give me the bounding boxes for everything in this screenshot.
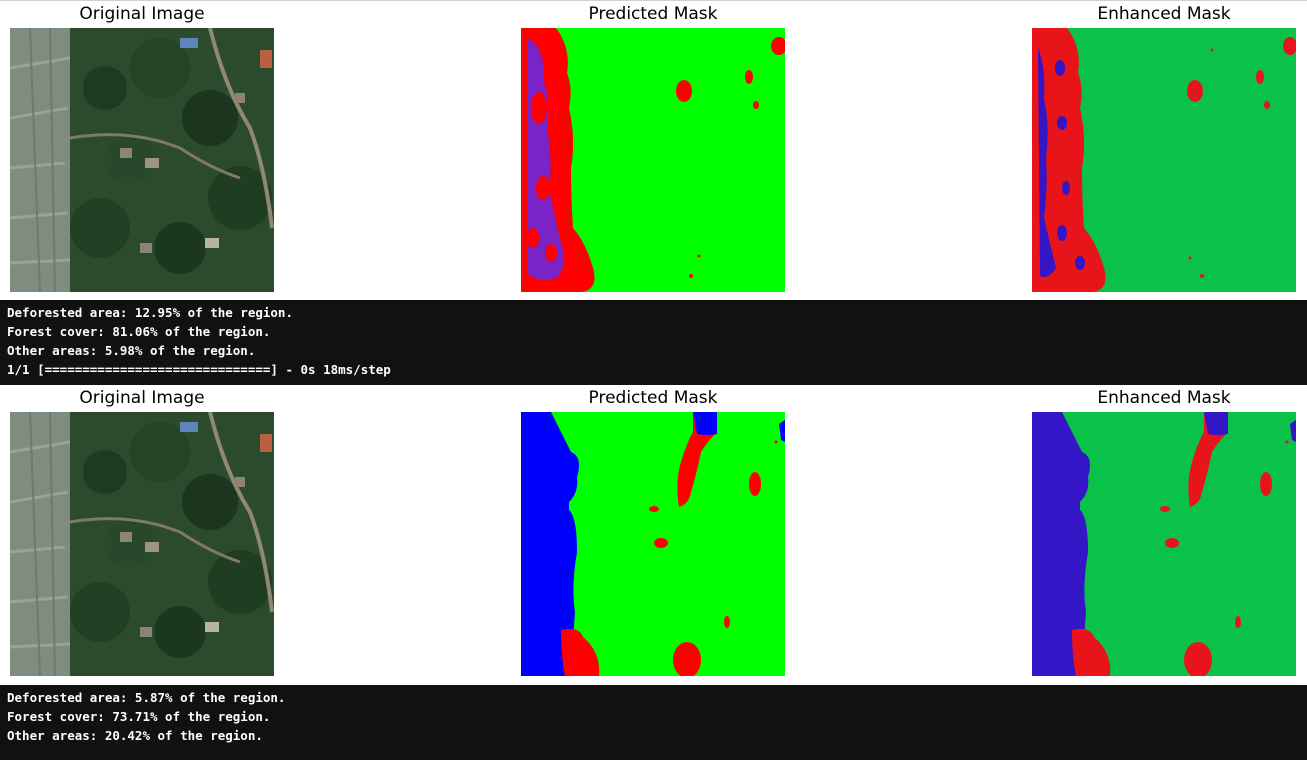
enhanced-mask-image xyxy=(1032,28,1296,292)
other-areas-text: Other areas: 5.98% of the region. xyxy=(7,343,256,358)
enhanced-mask-panel: Enhanced Mask xyxy=(1032,1,1296,301)
predicted-mask-panel: Predicted Mask xyxy=(521,1,785,301)
forest-cover-text: Forest cover: 81.06% of the region. xyxy=(7,324,271,339)
original-image-panel: Original Image xyxy=(10,1,274,301)
predicted-mask-title: Predicted Mask xyxy=(588,4,718,24)
predicted-mask-image xyxy=(521,412,785,676)
enhanced-mask-image xyxy=(1032,412,1296,676)
cell-output-1: Deforested area: 12.95% of the region. F… xyxy=(0,302,1307,382)
figure-2: Original Image xyxy=(0,385,1307,685)
progress-text: 1/1 [==============================] - 0… xyxy=(7,362,391,377)
enhanced-mask-title: Enhanced Mask xyxy=(1097,4,1231,24)
predicted-mask-panel: Predicted Mask xyxy=(521,385,785,685)
forest-cover-text: Forest cover: 73.71% of the region. xyxy=(7,709,271,724)
predicted-mask-image xyxy=(521,28,785,292)
cell-output-2: Deforested area: 5.87% of the region. Fo… xyxy=(0,687,1307,760)
other-areas-text: Other areas: 20.42% of the region. xyxy=(7,728,263,743)
original-image-panel: Original Image xyxy=(10,385,274,685)
deforested-area-text: Deforested area: 12.95% of the region. xyxy=(7,305,293,320)
enhanced-mask-title: Enhanced Mask xyxy=(1097,388,1231,408)
original-image-title: Original Image xyxy=(79,4,205,24)
satellite-image xyxy=(10,412,274,676)
deforested-area-text: Deforested area: 5.87% of the region. xyxy=(7,690,286,705)
satellite-image xyxy=(10,28,274,292)
figure-1: Original Image xyxy=(0,0,1307,300)
original-image-title: Original Image xyxy=(79,388,205,408)
predicted-mask-title: Predicted Mask xyxy=(588,388,718,408)
enhanced-mask-panel: Enhanced Mask xyxy=(1032,385,1296,685)
